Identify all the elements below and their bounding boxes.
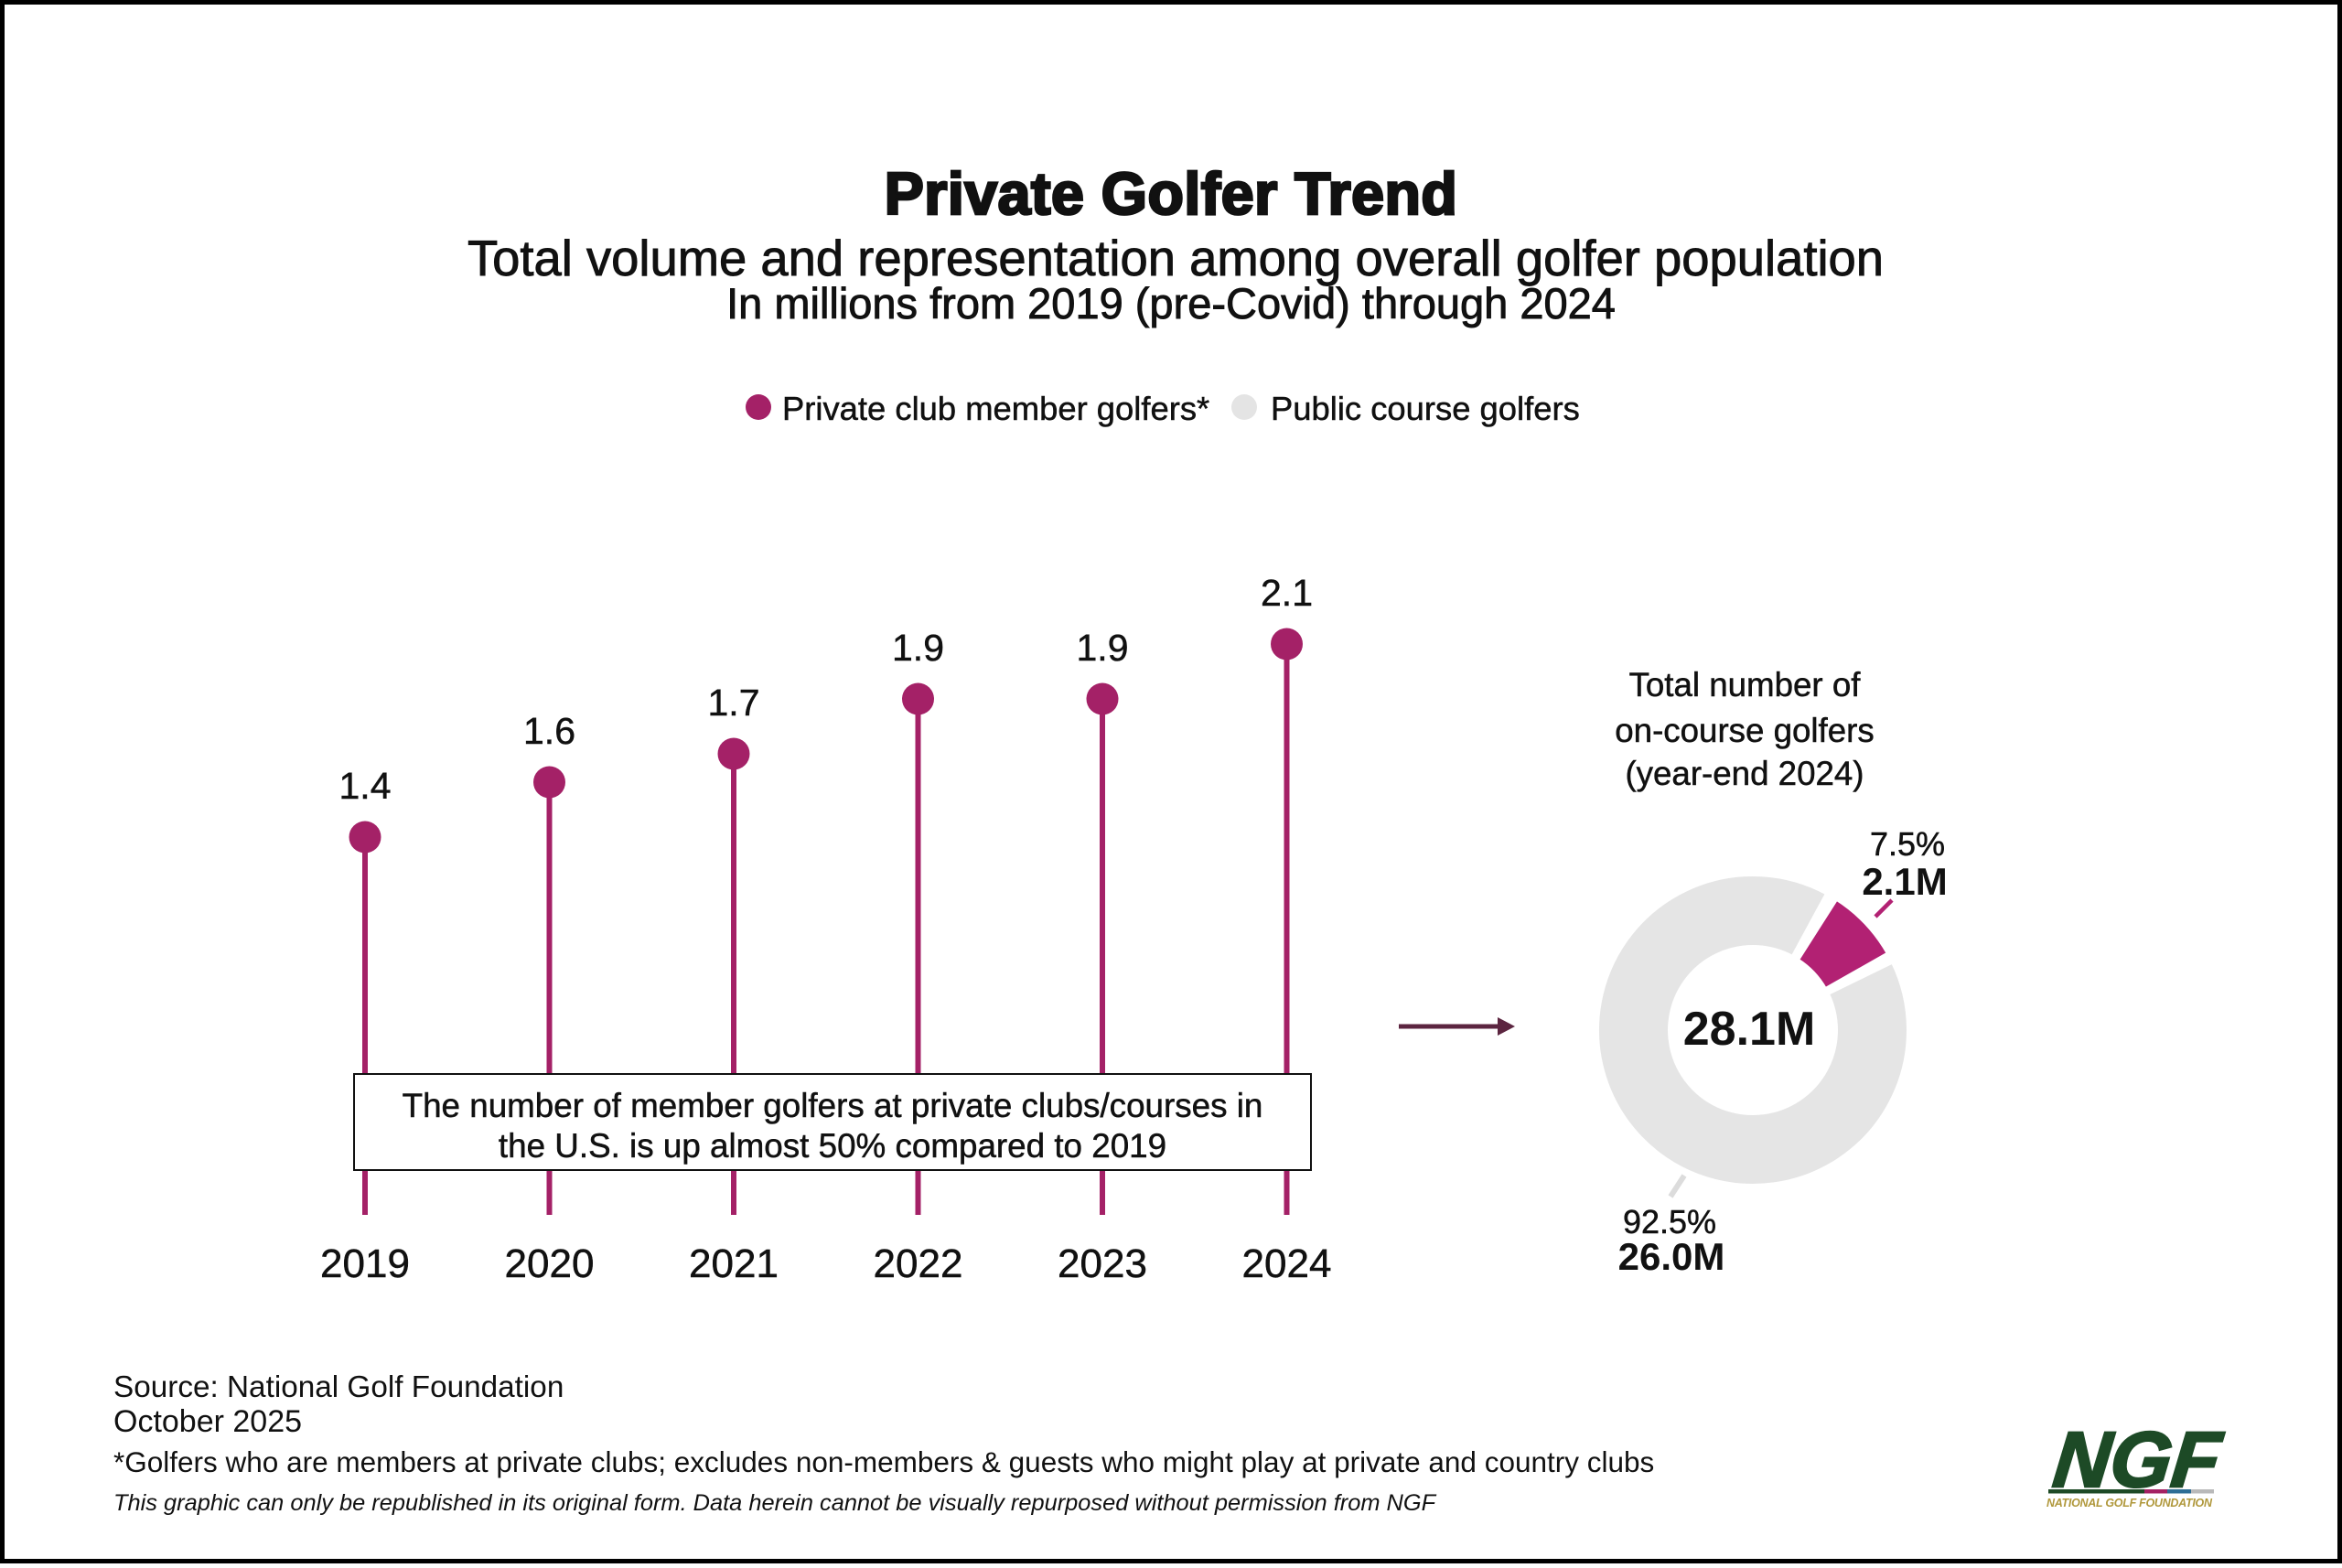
svg-text:28.1M: 28.1M [1683, 1003, 1816, 1056]
svg-text:1.9: 1.9 [1077, 627, 1129, 669]
svg-text:Total volume and representatio: Total volume and representation among ov… [467, 231, 1884, 286]
svg-text:on-course golfers: on-course golfers [1615, 712, 1874, 749]
svg-text:2021: 2021 [689, 1241, 779, 1286]
svg-text:2024: 2024 [1242, 1241, 1332, 1286]
svg-text:the U.S. is up almost 50% comp: the U.S. is up almost 50% compared to 20… [499, 1127, 1166, 1165]
svg-text:2.1M: 2.1M [1862, 860, 1947, 903]
svg-text:26.0M: 26.0M [1618, 1235, 1725, 1278]
svg-text:*Golfers who are members at pr: *Golfers who are members at private club… [113, 1445, 1654, 1478]
svg-text:2.1: 2.1 [1261, 572, 1313, 614]
svg-text:92.5%: 92.5% [1623, 1203, 1716, 1240]
svg-text:2022: 2022 [874, 1241, 963, 1286]
svg-text:1.7: 1.7 [708, 682, 760, 724]
svg-text:2020: 2020 [505, 1241, 595, 1286]
svg-text:Public course golfers: Public course golfers [1271, 390, 1580, 427]
svg-text:2019: 2019 [320, 1241, 410, 1286]
svg-text:The number of member golfers a: The number of member golfers at private … [403, 1087, 1263, 1124]
svg-text:(year-end 2024): (year-end 2024) [1625, 755, 1864, 792]
svg-text:NATIONAL GOLF FOUNDATION: NATIONAL GOLF FOUNDATION [2047, 1497, 2213, 1509]
svg-text:Total number of: Total number of [1629, 666, 1862, 703]
svg-text:Private club member golfers*: Private club member golfers* [782, 390, 1209, 427]
svg-text:October 2025: October 2025 [113, 1404, 302, 1439]
svg-text:This graphic can only be repub: This graphic can only be republished in … [113, 1490, 1437, 1516]
svg-text:In millions from 2019 (pre-Cov: In millions from 2019 (pre-Covid) throug… [726, 279, 1616, 328]
svg-text:Source: National Golf Foundati: Source: National Golf Foundation [113, 1370, 564, 1404]
svg-text:7.5%: 7.5% [1870, 825, 1945, 863]
svg-text:1.4: 1.4 [339, 765, 392, 807]
svg-text:Private Golfer Trend: Private Golfer Trend [885, 161, 1458, 227]
svg-text:2023: 2023 [1058, 1241, 1147, 1286]
svg-text:1.6: 1.6 [523, 710, 575, 752]
svg-text:1.9: 1.9 [892, 627, 944, 669]
